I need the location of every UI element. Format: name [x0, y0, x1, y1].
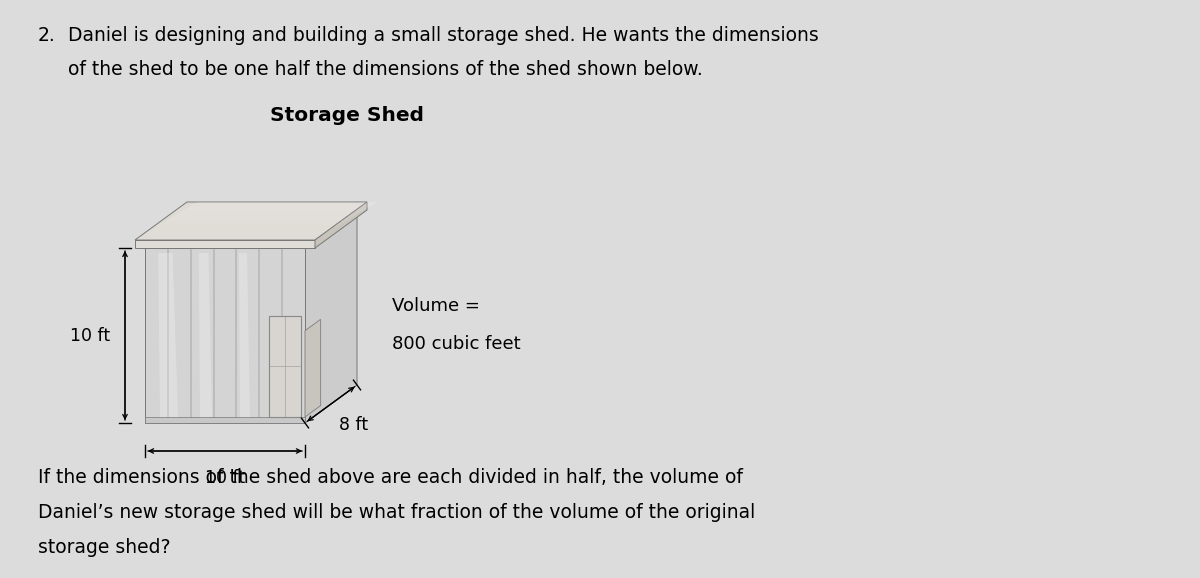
- Text: 10 ft: 10 ft: [70, 327, 110, 344]
- Polygon shape: [314, 202, 367, 248]
- Text: Daniel’s new storage shed will be what fraction of the volume of the original: Daniel’s new storage shed will be what f…: [38, 503, 755, 522]
- Polygon shape: [158, 221, 346, 226]
- Polygon shape: [239, 253, 250, 418]
- Text: Volume =: Volume =: [392, 297, 480, 315]
- Polygon shape: [150, 226, 338, 231]
- Text: 8 ft: 8 ft: [338, 416, 368, 434]
- Polygon shape: [199, 253, 212, 418]
- Polygon shape: [305, 319, 320, 417]
- Polygon shape: [269, 316, 301, 417]
- Polygon shape: [145, 248, 305, 423]
- Polygon shape: [158, 253, 178, 418]
- Polygon shape: [305, 210, 358, 423]
- Polygon shape: [134, 235, 323, 240]
- Polygon shape: [143, 231, 330, 235]
- Polygon shape: [145, 210, 358, 248]
- Text: 2.: 2.: [38, 26, 55, 45]
- Text: Daniel is designing and building a small storage shed. He wants the dimensions: Daniel is designing and building a small…: [68, 26, 818, 45]
- Text: Storage Shed: Storage Shed: [270, 106, 424, 125]
- Polygon shape: [166, 216, 354, 221]
- Text: 800 cubic feet: 800 cubic feet: [392, 335, 521, 353]
- Polygon shape: [190, 202, 377, 207]
- Polygon shape: [174, 212, 361, 216]
- Text: 10 ft: 10 ft: [205, 469, 245, 487]
- Text: of the shed to be one half the dimensions of the shed shown below.: of the shed to be one half the dimension…: [68, 60, 703, 79]
- Polygon shape: [134, 202, 367, 240]
- Text: storage shed?: storage shed?: [38, 538, 170, 557]
- Polygon shape: [145, 417, 305, 423]
- Polygon shape: [181, 207, 370, 212]
- Text: If the dimensions of the shed above are each divided in half, the volume of: If the dimensions of the shed above are …: [38, 468, 743, 487]
- Polygon shape: [134, 240, 314, 248]
